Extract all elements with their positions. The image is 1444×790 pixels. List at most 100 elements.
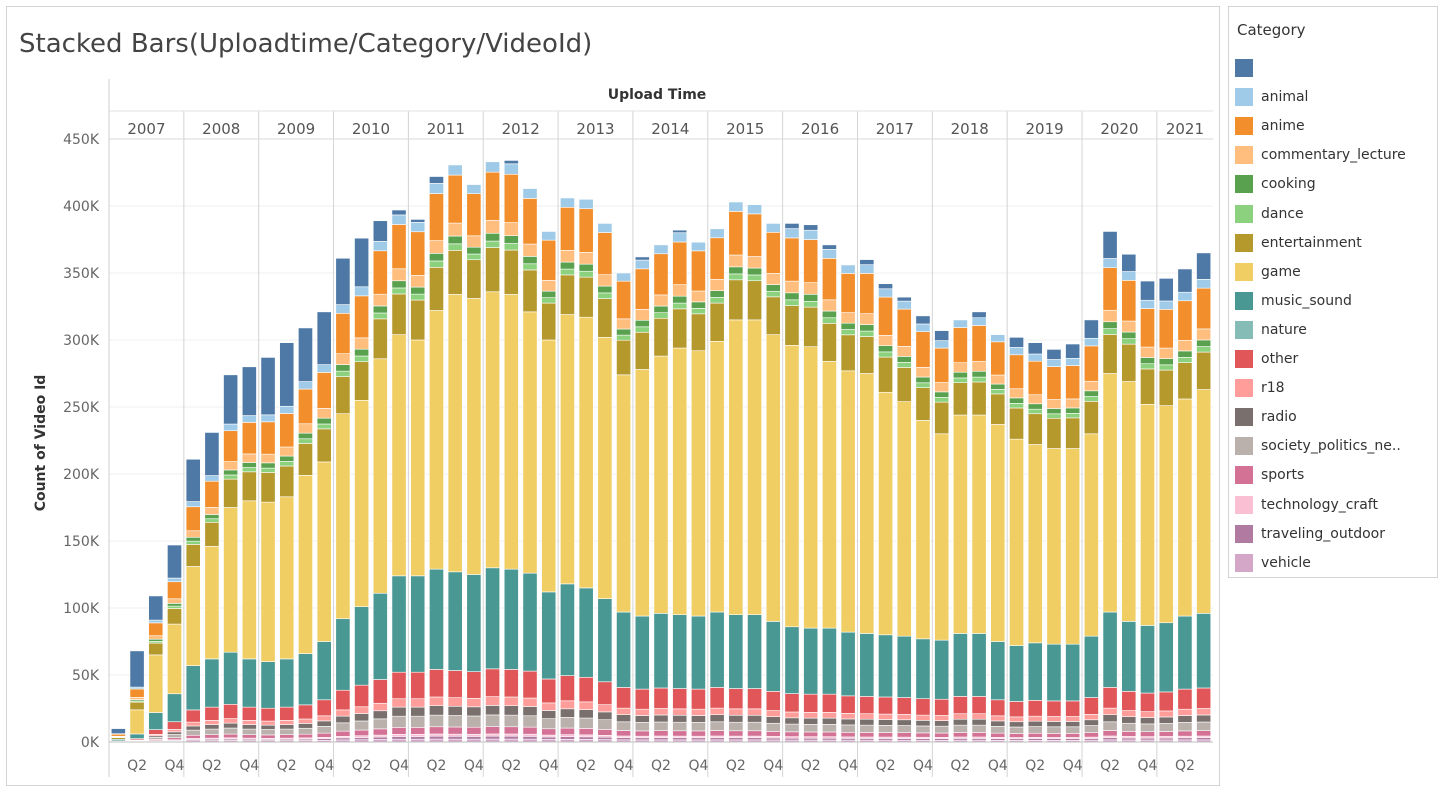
bar-segment [859, 259, 875, 265]
bar-segment [316, 720, 332, 727]
bar-segment [1065, 357, 1081, 366]
bar-segment [1065, 721, 1081, 728]
bar-segment [1158, 347, 1174, 359]
bar-segment [148, 635, 164, 640]
bar-segment [971, 325, 987, 362]
bar-segment [990, 374, 1006, 385]
bar-segment [354, 295, 370, 339]
legend-item[interactable]: game [1235, 261, 1301, 283]
bar-segment [1009, 438, 1024, 646]
bar-segment [391, 706, 407, 717]
legend-label: music_sound [1261, 292, 1352, 309]
bar-segment [840, 732, 856, 738]
bar-segment [1140, 625, 1155, 694]
bar-segment [803, 723, 819, 733]
bar-segment [691, 301, 706, 309]
quarter-tick-label: Q2 [651, 758, 671, 774]
legend-swatch [1235, 408, 1253, 427]
bar-segment [1140, 308, 1155, 348]
bar-segment [765, 621, 781, 692]
bar-segment [803, 239, 819, 283]
legend-item[interactable]: traveling_outdoor [1235, 523, 1385, 545]
quarter-tick-label: Q4 [239, 758, 259, 774]
bar-segment [691, 313, 706, 352]
bar-segment [597, 598, 613, 683]
legend-label: r18 [1261, 380, 1285, 397]
legend-item[interactable]: society_politics_ne.. [1235, 435, 1401, 457]
legend-swatch [1235, 233, 1253, 252]
bar-segment [1027, 360, 1043, 396]
bar-segment [1140, 404, 1155, 626]
bar-segment [447, 705, 463, 716]
quarter-tick-label: Q2 [426, 758, 446, 774]
bar-segment [167, 737, 182, 741]
legend-item[interactable]: r18 [1235, 377, 1285, 399]
legend-item[interactable]: vehicle [1235, 552, 1311, 574]
legend-item[interactable]: radio [1235, 406, 1297, 428]
bar-segment [316, 715, 332, 722]
bar-segment [335, 689, 351, 711]
bar-segment [878, 296, 893, 336]
bar-segment [1177, 362, 1193, 400]
bar-segment [503, 696, 519, 706]
quarter-tick-label: Q4 [389, 758, 409, 774]
legend-item[interactable]: animal [1235, 86, 1308, 108]
legend-item[interactable]: other [1235, 348, 1298, 370]
bar-segment [1009, 701, 1024, 718]
bar-segment [485, 291, 501, 569]
bar-segment [803, 293, 819, 302]
bar-segment [896, 296, 912, 302]
legend-item[interactable]: technology_craft [1235, 494, 1378, 516]
bar-segment [185, 709, 201, 723]
bar-segment [728, 266, 744, 275]
bar-segment [372, 679, 388, 704]
bar-segment [578, 728, 594, 736]
bar-segment [279, 734, 295, 739]
legend-item[interactable]: sports [1235, 464, 1304, 486]
bar-segment [840, 312, 856, 324]
bar-segment [672, 737, 688, 741]
bar-segment [653, 721, 669, 731]
bar-segment [429, 705, 444, 716]
legend-item[interactable]: music_sound [1235, 290, 1352, 312]
bar-segment [859, 718, 875, 726]
bar-segment [784, 223, 800, 229]
legend-item[interactable] [1235, 57, 1261, 79]
bar-segment [878, 634, 893, 698]
bar-segment [410, 671, 426, 700]
bar-segment [485, 714, 501, 727]
bar-segment [485, 705, 501, 716]
bar-segment [578, 736, 594, 740]
bar-segment [616, 730, 631, 737]
bar-segment [1065, 716, 1081, 722]
bar-segment [503, 243, 519, 251]
bar-segment [1083, 732, 1099, 738]
bar-segment [990, 341, 1006, 376]
bar-segment [784, 228, 800, 239]
legend-item[interactable]: entertainment [1235, 232, 1362, 254]
legend-swatch [1235, 291, 1253, 310]
bar-segment [1121, 271, 1137, 281]
bar-segment [260, 724, 276, 730]
bar-segment [335, 376, 351, 414]
legend-item[interactable]: commentary_lecture [1235, 144, 1406, 166]
bar-segment [952, 319, 968, 328]
legend-item[interactable]: nature [1235, 319, 1307, 341]
legend-label: traveling_outdoor [1261, 525, 1385, 542]
bar-segment [522, 736, 538, 740]
bar-segment [821, 317, 837, 324]
legend-item[interactable]: dance [1235, 203, 1304, 225]
bar-segment [859, 273, 875, 314]
bar-segment [672, 347, 688, 616]
bar-segment [1196, 278, 1212, 289]
bar-segment [354, 684, 370, 708]
bar-segment [840, 718, 856, 726]
bar-segment [672, 721, 688, 732]
bar-segment [597, 719, 613, 730]
bar-segment [765, 731, 781, 737]
bar-segment [728, 319, 744, 615]
bar-segment [354, 729, 370, 737]
legend-item[interactable]: anime [1235, 115, 1305, 137]
bar-segment [1046, 408, 1062, 415]
legend-item[interactable]: cooking [1235, 173, 1316, 195]
